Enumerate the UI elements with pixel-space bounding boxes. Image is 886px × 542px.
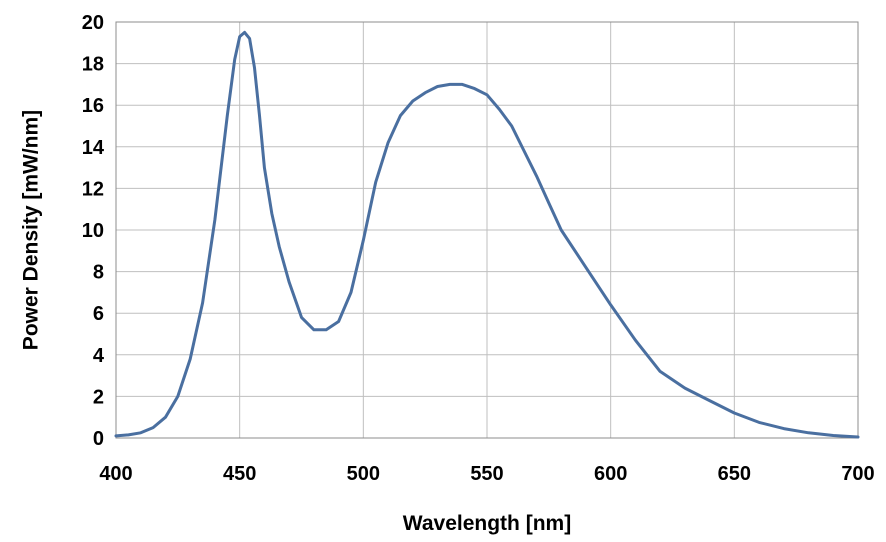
y-axis-ticks: 0 2 4 6 8 10 12 14 16 18 20 bbox=[82, 12, 105, 450]
y-tick-label: 16 bbox=[82, 95, 104, 117]
y-tick-label: 6 bbox=[93, 303, 104, 325]
x-tick-label: 500 bbox=[347, 463, 380, 485]
x-tick-label: 450 bbox=[223, 463, 256, 485]
y-tick-label: 0 bbox=[93, 428, 104, 450]
x-tick-label: 700 bbox=[841, 463, 874, 485]
x-tick-label: 550 bbox=[470, 463, 503, 485]
x-tick-label: 650 bbox=[718, 463, 751, 485]
y-tick-label: 14 bbox=[82, 137, 105, 159]
y-tick-label: 2 bbox=[93, 386, 104, 408]
plot-frame bbox=[115, 21, 859, 439]
x-axis-title: Wavelength [nm] bbox=[403, 512, 571, 535]
y-tick-label: 18 bbox=[82, 54, 104, 76]
y-tick-label: 10 bbox=[82, 220, 104, 242]
series-line bbox=[114, 30, 860, 439]
y-tick-label: 20 bbox=[82, 12, 104, 34]
y-axis-title: Power Density [mW/nm] bbox=[20, 110, 43, 350]
y-tick-label: 12 bbox=[82, 178, 104, 200]
x-tick-label: 400 bbox=[99, 463, 132, 485]
x-axis-ticks: 400 450 500 550 600 650 700 bbox=[99, 463, 874, 485]
grid bbox=[115, 21, 859, 439]
y-tick-label: 4 bbox=[93, 345, 105, 367]
x-tick-label: 600 bbox=[594, 463, 627, 485]
y-tick-label: 8 bbox=[93, 262, 104, 284]
